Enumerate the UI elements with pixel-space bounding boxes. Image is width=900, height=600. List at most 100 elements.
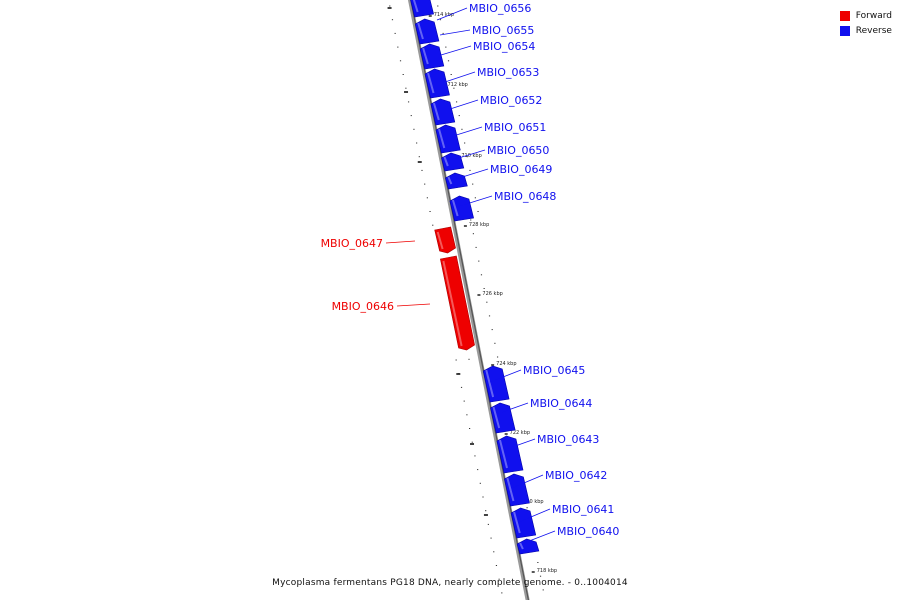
gene-highlight xyxy=(519,542,524,550)
gene-highlight xyxy=(447,176,453,185)
legend-reverse-label: Reverse xyxy=(855,25,892,36)
gene-label[interactable]: MBIO_0650 xyxy=(487,144,549,157)
gene-arrow[interactable] xyxy=(516,538,540,555)
gene-mbio_0646[interactable]: MBIO_0646 xyxy=(332,255,475,351)
legend: Forward Reverse xyxy=(839,8,892,38)
gene-leader-line xyxy=(440,45,472,56)
gene-arrow[interactable] xyxy=(445,172,468,190)
gene-leader-line xyxy=(523,530,556,544)
gene-label[interactable]: MBIO_0655 xyxy=(472,24,534,37)
gene-mbio_0641[interactable]: MBIO_0641 xyxy=(510,503,614,539)
gene-mbio_0643[interactable]: MBIO_0643 xyxy=(496,433,599,474)
gene-mbio_0655[interactable]: MBIO_0655 xyxy=(414,18,534,45)
gene-arrow[interactable] xyxy=(504,473,530,507)
gene-arrow[interactable] xyxy=(449,195,474,222)
axis-tick-label: 728 kbp xyxy=(469,222,489,228)
gene-mbio_0654[interactable]: MBIO_0654 xyxy=(419,40,535,70)
axis-tick-label: 720 kbp xyxy=(523,499,543,505)
gene-arrow[interactable] xyxy=(430,98,456,126)
gene-mbio_0651[interactable]: MBIO_0651 xyxy=(435,121,546,154)
gene-mbio_0640[interactable]: MBIO_0640 xyxy=(516,525,619,555)
axis-tick-label: 718 kbp xyxy=(537,568,557,574)
gene-label[interactable]: MBIO_0643 xyxy=(537,433,599,446)
gene-highlight xyxy=(498,439,508,469)
gene-label[interactable]: MBIO_0647 xyxy=(321,237,383,250)
gene-leader-line xyxy=(503,438,536,451)
gene-label[interactable]: MBIO_0654 xyxy=(473,40,535,53)
gene-mbio_0648[interactable]: MBIO_0648 xyxy=(449,190,557,222)
gene-arrow[interactable] xyxy=(414,18,440,45)
gene-leader-line xyxy=(451,149,486,161)
gene-mbio_0644[interactable]: MBIO_0644 xyxy=(490,397,592,434)
axis-tick-label: 710 kbp xyxy=(461,153,481,159)
gene-arrow[interactable] xyxy=(510,507,537,539)
gene-label[interactable]: MBIO_0642 xyxy=(545,469,607,482)
gene-label[interactable]: MBIO_0652 xyxy=(480,94,542,107)
gene-leader-line xyxy=(446,99,479,111)
gene-leader-line xyxy=(459,195,493,207)
gene-label[interactable]: MBIO_0645 xyxy=(523,364,585,377)
gene-highlight xyxy=(451,199,459,217)
gene-mbio_0650[interactable]: MBIO_0650 xyxy=(441,144,549,172)
gene-leader-line xyxy=(385,240,416,244)
gene-mbio_0645[interactable]: MBIO_0645 xyxy=(482,364,585,403)
axis-tick-label: 724 kbp xyxy=(496,361,516,367)
reverse-swatch xyxy=(839,25,850,36)
gene-highlight xyxy=(442,260,463,347)
map-caption: Mycoplasma fermentans PG18 DNA, nearly c… xyxy=(272,578,628,588)
gene-label[interactable]: MBIO_0649 xyxy=(490,163,552,176)
axis-tick-label: 722 kbp xyxy=(510,430,530,436)
gene-arrow[interactable] xyxy=(424,68,450,99)
genome-backbone-core xyxy=(410,0,530,600)
legend-forward-label: Forward xyxy=(855,10,892,21)
scale-track-left xyxy=(389,5,434,226)
legend-reverse: Reverse xyxy=(839,23,892,38)
forward-swatch xyxy=(839,10,850,21)
gene-leader-line xyxy=(511,474,544,489)
gene-highlight xyxy=(432,102,440,121)
gene-highlight xyxy=(427,72,435,94)
gene-arrow[interactable] xyxy=(410,0,435,18)
gene-features: MBIO_0656 MBIO_0655 MBIO_0654 MBIO_0653 MBIO… xyxy=(321,0,619,555)
gene-arrow[interactable] xyxy=(441,152,465,172)
gene-highlight xyxy=(417,22,424,40)
gene-label[interactable]: MBIO_0644 xyxy=(530,397,592,410)
gene-mbio_0656[interactable]: MBIO_0656 xyxy=(410,0,531,21)
gene-arrow[interactable] xyxy=(482,365,510,403)
gene-label[interactable]: MBIO_0640 xyxy=(557,525,619,538)
gene-label[interactable]: MBIO_0641 xyxy=(552,503,614,516)
gene-arrow[interactable] xyxy=(435,124,461,154)
gene-highlight xyxy=(436,231,444,250)
gene-arrow[interactable] xyxy=(419,43,445,70)
axis-tick-label: 714 kbp xyxy=(434,12,454,18)
gene-label[interactable]: MBIO_0648 xyxy=(494,190,556,203)
gene-highlight xyxy=(485,369,495,398)
gene-leader-line xyxy=(439,29,471,36)
legend-forward: Forward xyxy=(839,8,892,23)
gene-label[interactable]: MBIO_0653 xyxy=(477,66,539,79)
gene-leader-line xyxy=(489,369,522,383)
gene-leader-line xyxy=(396,303,431,307)
gene-arrow[interactable] xyxy=(490,402,516,434)
gene-label[interactable]: MBIO_0646 xyxy=(332,300,394,313)
gene-highlight xyxy=(513,511,521,534)
gene-leader-line xyxy=(436,7,468,21)
gene-highlight xyxy=(443,156,449,167)
gene-arrow[interactable] xyxy=(440,255,475,351)
gene-highlight xyxy=(506,477,515,502)
gene-mbio_0647[interactable]: MBIO_0647 xyxy=(321,226,456,254)
gene-leader-line xyxy=(496,402,529,415)
gene-highlight xyxy=(412,0,419,13)
gene-mbio_0642[interactable]: MBIO_0642 xyxy=(504,469,607,507)
gene-highlight xyxy=(438,128,446,149)
genome-backbone xyxy=(407,0,530,600)
gene-mbio_0652[interactable]: MBIO_0652 xyxy=(430,94,543,126)
gene-label[interactable]: MBIO_0651 xyxy=(484,121,546,134)
gene-label[interactable]: MBIO_0656 xyxy=(469,2,531,15)
gene-mbio_0653[interactable]: MBIO_0653 xyxy=(424,66,539,99)
axis-tick-label: 712 kbp xyxy=(447,82,467,88)
gene-leader-line xyxy=(518,508,551,523)
gene-arrow[interactable] xyxy=(434,226,456,254)
gene-mbio_0649[interactable]: MBIO_0649 xyxy=(445,163,552,190)
